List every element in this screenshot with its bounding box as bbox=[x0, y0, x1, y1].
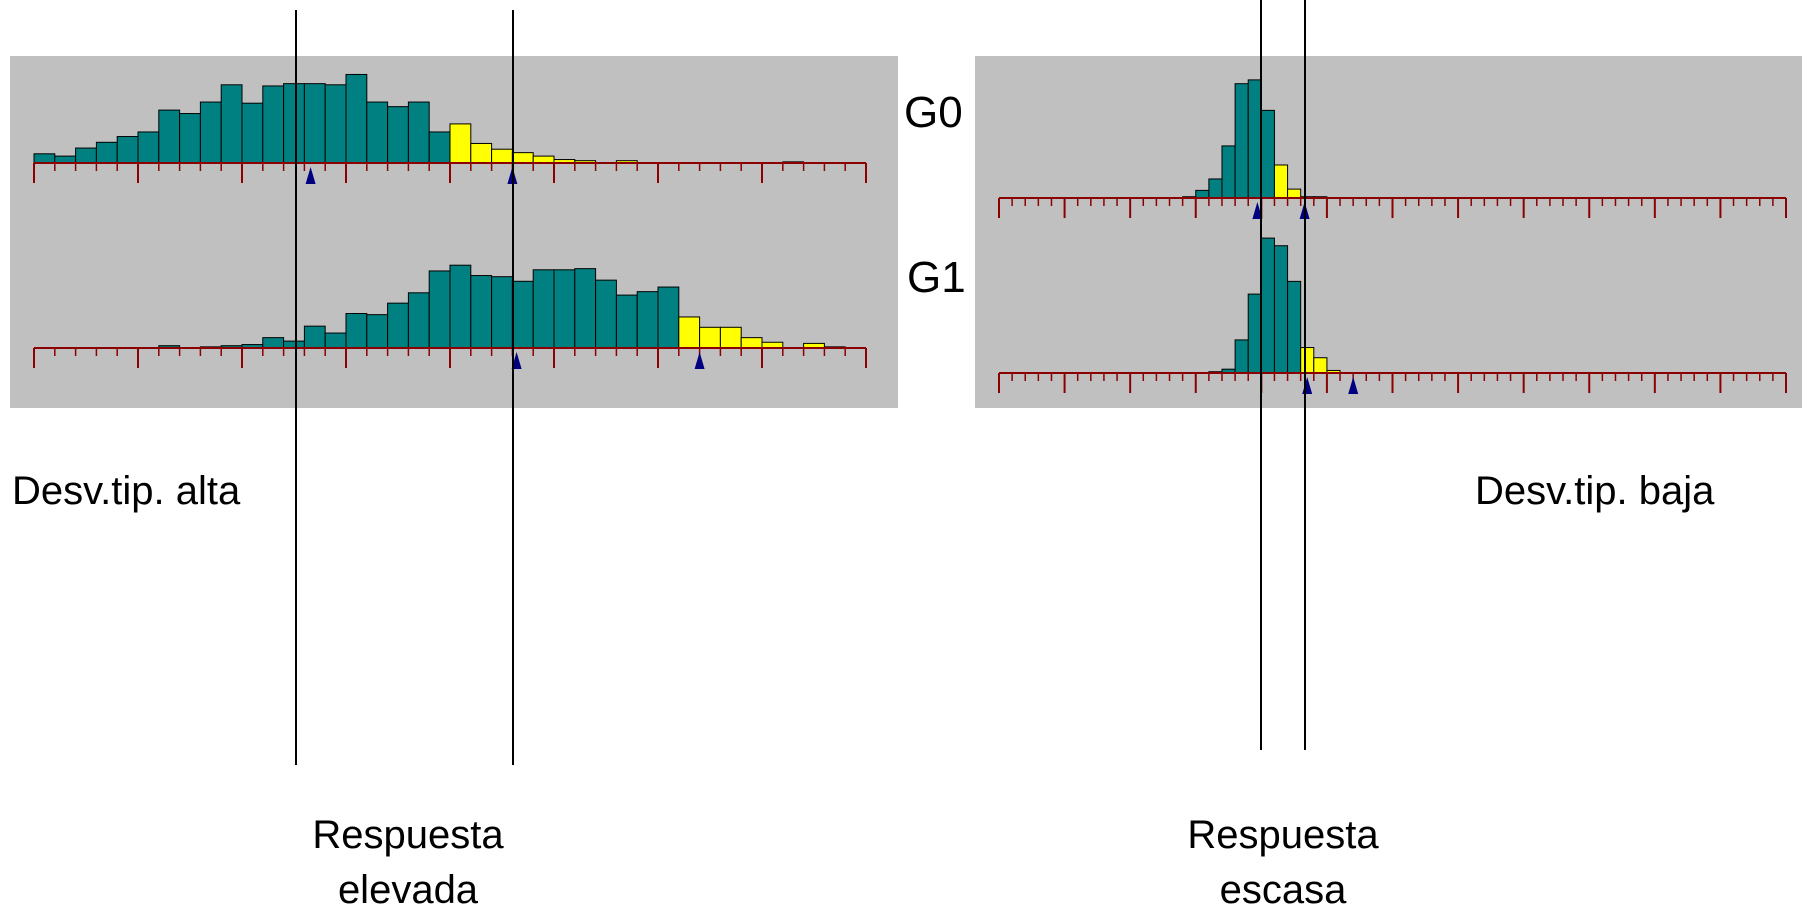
histogram-bar bbox=[324, 332, 347, 349]
statistic-marker bbox=[511, 352, 522, 369]
group-label-g0: G0 bbox=[904, 88, 963, 137]
histogram-bar bbox=[1234, 339, 1249, 374]
histogram-bar bbox=[1273, 245, 1289, 374]
tail-bar bbox=[1273, 164, 1289, 199]
left-g1-histogram bbox=[33, 264, 867, 369]
histogram-bar bbox=[179, 113, 201, 164]
histogram-bar bbox=[387, 106, 409, 164]
histogram-bar bbox=[387, 302, 409, 349]
histogram-bar bbox=[116, 136, 139, 164]
tail-bar bbox=[1287, 188, 1302, 199]
histogram-bar bbox=[657, 286, 680, 349]
tail-bar bbox=[511, 152, 534, 164]
left-g0-histogram bbox=[33, 73, 867, 184]
histogram-bar bbox=[345, 73, 368, 164]
histogram-bar bbox=[241, 102, 264, 164]
histogram-bar bbox=[574, 268, 597, 349]
left-response-line-1: Respuesta bbox=[312, 813, 504, 857]
histogram-bar bbox=[158, 109, 181, 164]
histogram-bar bbox=[1234, 83, 1249, 199]
histogram-bar bbox=[324, 84, 347, 164]
histogram-bar bbox=[366, 101, 389, 164]
histogram-bar bbox=[636, 291, 659, 349]
histogram-bar bbox=[470, 275, 493, 349]
right-response-line-1: Respuesta bbox=[1187, 813, 1379, 857]
histogram-bar bbox=[345, 313, 368, 349]
histogram-bar bbox=[595, 279, 617, 349]
tail-bar bbox=[1300, 347, 1315, 374]
histogram-bar bbox=[303, 325, 326, 349]
left-panel-background bbox=[10, 56, 898, 408]
tail-bar bbox=[1313, 357, 1328, 374]
histogram-bar bbox=[1260, 109, 1275, 199]
statistic-marker bbox=[305, 167, 316, 184]
histogram-bar bbox=[1260, 237, 1275, 374]
histogram-bar bbox=[553, 269, 576, 349]
left-caption: Desv.tip. alta bbox=[12, 469, 241, 513]
histogram-bar bbox=[1195, 189, 1210, 199]
histogram-bar bbox=[283, 340, 305, 349]
statistic-marker bbox=[1252, 202, 1263, 219]
right-panel-background bbox=[975, 56, 1802, 408]
tail-bar bbox=[699, 326, 721, 349]
tail-bar bbox=[470, 142, 493, 164]
histogram-bar bbox=[366, 314, 389, 349]
histogram-bar bbox=[615, 294, 638, 349]
tail-bar bbox=[719, 326, 742, 349]
histogram-bar bbox=[33, 153, 56, 164]
histogram-bar bbox=[75, 147, 97, 164]
histogram-bar bbox=[262, 85, 285, 164]
histogram-bar bbox=[1247, 293, 1262, 374]
histogram-bar bbox=[95, 141, 118, 164]
histogram-bar bbox=[407, 101, 430, 164]
tail-bar bbox=[532, 155, 555, 164]
histogram-bar bbox=[428, 270, 451, 349]
tail-bar bbox=[740, 337, 763, 349]
histogram-bar bbox=[54, 155, 77, 164]
histogram-bar bbox=[532, 269, 555, 349]
right-caption: Desv.tip. baja bbox=[1475, 469, 1715, 513]
left-response-line-2: elevada bbox=[338, 868, 479, 912]
histogram-bar bbox=[1221, 145, 1236, 199]
tail-bar bbox=[491, 148, 513, 164]
histogram-bar bbox=[199, 101, 222, 164]
histogram-bar bbox=[407, 292, 430, 349]
right-g0-histogram bbox=[998, 79, 1787, 219]
statistic-marker bbox=[694, 352, 705, 369]
group-label-g1: G1 bbox=[907, 253, 966, 302]
tail-bar bbox=[678, 316, 701, 349]
histogram-bar bbox=[511, 280, 534, 349]
histogram-bar bbox=[303, 83, 326, 164]
histogram-bar bbox=[137, 131, 160, 164]
histogram-bar bbox=[220, 84, 243, 164]
histogram-bar bbox=[262, 337, 285, 349]
histogram-bar bbox=[428, 131, 451, 164]
histogram-bar bbox=[1287, 280, 1302, 374]
tail-bar bbox=[449, 123, 472, 164]
histogram-bar bbox=[491, 276, 513, 349]
histogram-bar bbox=[449, 264, 472, 349]
histogram-bar bbox=[1208, 178, 1223, 199]
histogram-bar bbox=[283, 83, 305, 164]
statistic-marker bbox=[1348, 377, 1359, 394]
right-response-line-2: escasa bbox=[1220, 868, 1347, 912]
histogram-bar bbox=[1247, 79, 1262, 199]
